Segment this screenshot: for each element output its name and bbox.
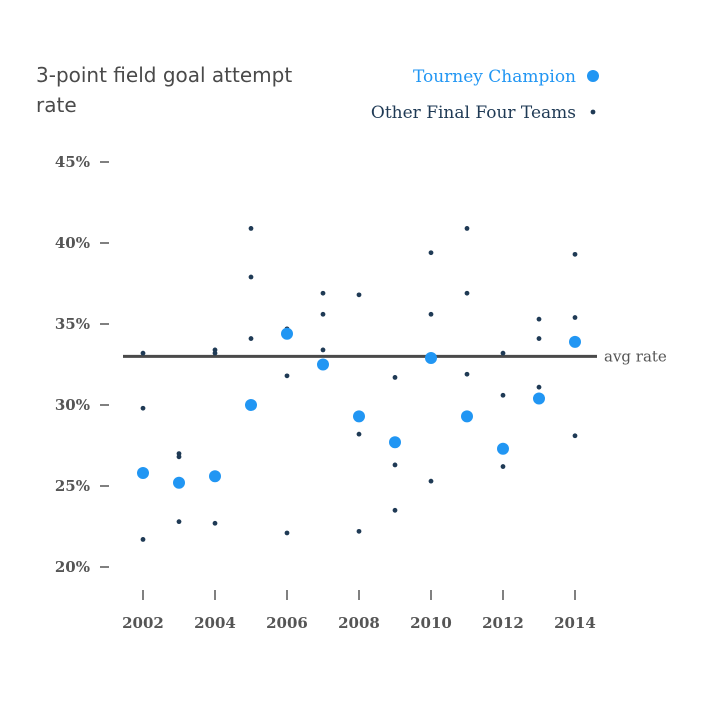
legend-marker-other xyxy=(590,109,596,115)
chart-title: 3-point field goal attempt rate xyxy=(36,63,293,117)
other-team-point xyxy=(500,350,506,356)
champion-point xyxy=(317,358,329,371)
other-team-point xyxy=(536,384,542,390)
champion-point xyxy=(209,470,221,483)
champion-point xyxy=(533,392,545,405)
x-tick-label: 2010 xyxy=(410,614,452,632)
y-tick-label: 30% xyxy=(55,396,90,414)
other-team-point xyxy=(392,462,398,468)
x-tick-label: 2012 xyxy=(482,614,524,632)
champion-point xyxy=(137,467,149,480)
other-team-point xyxy=(140,405,146,411)
legend-marker-champion xyxy=(587,70,599,82)
y-tick-label: 20% xyxy=(55,558,90,576)
other-team-point xyxy=(320,311,326,317)
other-team-point xyxy=(248,226,254,231)
other-team-point xyxy=(464,290,470,296)
other-team-point xyxy=(536,316,542,322)
avg-rate-label: avg rate xyxy=(604,347,667,365)
x-tick-label: 2004 xyxy=(194,614,236,632)
data-points xyxy=(137,226,581,542)
other-team-point xyxy=(536,336,542,341)
other-team-point xyxy=(248,336,254,341)
other-team-point xyxy=(428,250,434,256)
other-team-point xyxy=(392,507,398,513)
x-tick-label: 2014 xyxy=(554,614,596,632)
champion-point xyxy=(245,399,257,411)
other-team-point xyxy=(320,290,326,296)
legend-label-champion: Tourney Champion xyxy=(413,67,576,87)
other-team-point xyxy=(212,350,218,356)
y-tick-label: 40% xyxy=(55,234,90,252)
champion-point xyxy=(389,436,401,449)
other-team-point xyxy=(284,373,290,379)
other-team-point xyxy=(572,433,578,439)
other-team-point xyxy=(248,274,254,280)
other-team-point xyxy=(464,371,470,377)
other-team-point xyxy=(140,350,146,356)
reference-line-group: avg rate xyxy=(123,347,667,365)
other-team-point xyxy=(320,347,326,353)
other-team-point xyxy=(176,454,182,460)
champion-point xyxy=(425,352,437,365)
x-tick-label: 2002 xyxy=(122,614,164,632)
other-team-point xyxy=(356,292,362,298)
x-tick-label: 2008 xyxy=(338,614,380,632)
other-team-point xyxy=(140,537,146,542)
other-team-point xyxy=(428,311,434,317)
other-team-point xyxy=(500,464,506,469)
other-team-point xyxy=(284,530,290,536)
other-team-point xyxy=(572,251,578,257)
other-team-point xyxy=(356,528,362,534)
other-team-point xyxy=(392,375,398,380)
other-team-point xyxy=(176,519,182,525)
x-tick-label: 2006 xyxy=(266,614,308,632)
y-tick-label: 45% xyxy=(55,153,90,171)
other-team-point xyxy=(572,315,578,320)
champion-point xyxy=(353,410,365,423)
y-tick-label: 35% xyxy=(55,315,90,333)
champion-point xyxy=(569,335,581,348)
axes: 20% 25% 30% 35% 40% 45% 2002 2004 2006 2008 2010 20… xyxy=(55,153,596,632)
other-team-point xyxy=(500,392,506,398)
other-team-point xyxy=(356,431,362,437)
champion-point xyxy=(461,410,473,423)
champion-point xyxy=(173,476,185,489)
champion-point xyxy=(281,327,293,340)
other-team-point xyxy=(428,478,434,484)
other-team-point xyxy=(464,226,470,231)
y-tick-label: 25% xyxy=(55,477,90,495)
champion-point xyxy=(497,442,509,455)
legend: Tourney Champion Other Final Four Teams xyxy=(371,67,599,123)
other-team-point xyxy=(212,520,218,526)
legend-label-other: Other Final Four Teams xyxy=(371,103,576,123)
